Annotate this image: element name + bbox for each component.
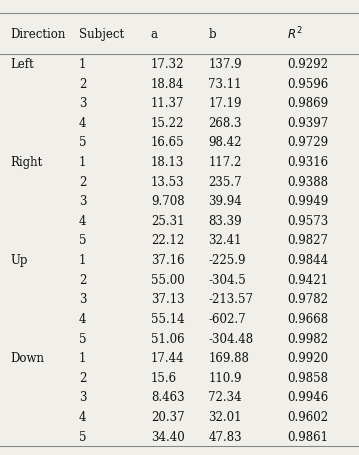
Text: 47.83: 47.83 — [208, 430, 242, 443]
Text: 5: 5 — [79, 332, 87, 345]
Text: 13.53: 13.53 — [151, 175, 185, 188]
Text: 73.11: 73.11 — [208, 77, 242, 91]
Text: 0.9596: 0.9596 — [287, 77, 328, 91]
Text: 0.9602: 0.9602 — [287, 410, 328, 423]
Text: 0.9729: 0.9729 — [287, 136, 328, 149]
Text: 4: 4 — [79, 214, 87, 228]
Text: 1: 1 — [79, 58, 87, 71]
Text: 1: 1 — [79, 156, 87, 169]
Text: 0.9421: 0.9421 — [287, 273, 328, 286]
Text: -213.57: -213.57 — [208, 293, 253, 306]
Text: 0.9316: 0.9316 — [287, 156, 328, 169]
Text: Direction: Direction — [11, 28, 66, 40]
Text: 117.2: 117.2 — [208, 156, 242, 169]
Text: 32.01: 32.01 — [208, 410, 242, 423]
Text: 0.9397: 0.9397 — [287, 116, 328, 130]
Text: 20.37: 20.37 — [151, 410, 185, 423]
Text: 39.94: 39.94 — [208, 195, 242, 208]
Text: 5: 5 — [79, 430, 87, 443]
Text: 32.41: 32.41 — [208, 234, 242, 247]
Text: 268.3: 268.3 — [208, 116, 242, 130]
Text: 4: 4 — [79, 410, 87, 423]
Text: 0.9388: 0.9388 — [287, 175, 328, 188]
Text: Subject: Subject — [79, 28, 124, 40]
Text: 5: 5 — [79, 136, 87, 149]
Text: 55.14: 55.14 — [151, 312, 185, 325]
Text: 3: 3 — [79, 390, 87, 404]
Text: 0.9920: 0.9920 — [287, 351, 328, 364]
Text: 1: 1 — [79, 253, 87, 267]
Text: Down: Down — [11, 351, 45, 364]
Text: 3: 3 — [79, 97, 87, 110]
Text: 17.44: 17.44 — [151, 351, 185, 364]
Text: 0.9844: 0.9844 — [287, 253, 328, 267]
Text: 2: 2 — [79, 273, 87, 286]
Text: 9.708: 9.708 — [151, 195, 185, 208]
Text: -304.48: -304.48 — [208, 332, 253, 345]
Text: -225.9: -225.9 — [208, 253, 246, 267]
Text: Left: Left — [11, 58, 34, 71]
Text: 0.9573: 0.9573 — [287, 214, 328, 228]
Text: 0.9858: 0.9858 — [287, 371, 328, 384]
Text: 0.9292: 0.9292 — [287, 58, 328, 71]
Text: 55.00: 55.00 — [151, 273, 185, 286]
Text: 0.9827: 0.9827 — [287, 234, 328, 247]
Text: 17.19: 17.19 — [208, 97, 242, 110]
Text: 34.40: 34.40 — [151, 430, 185, 443]
Text: 51.06: 51.06 — [151, 332, 185, 345]
Text: 169.88: 169.88 — [208, 351, 249, 364]
Text: 4: 4 — [79, 116, 87, 130]
Text: Right: Right — [11, 156, 43, 169]
Text: 235.7: 235.7 — [208, 175, 242, 188]
Text: 18.84: 18.84 — [151, 77, 184, 91]
Text: 0.9869: 0.9869 — [287, 97, 328, 110]
Text: 1: 1 — [79, 351, 87, 364]
Text: 98.42: 98.42 — [208, 136, 242, 149]
Text: $R^2$: $R^2$ — [287, 26, 303, 42]
Text: 15.6: 15.6 — [151, 371, 177, 384]
Text: 110.9: 110.9 — [208, 371, 242, 384]
Text: -602.7: -602.7 — [208, 312, 246, 325]
Text: 18.13: 18.13 — [151, 156, 184, 169]
Text: 0.9668: 0.9668 — [287, 312, 328, 325]
Text: 2: 2 — [79, 77, 87, 91]
Text: 22.12: 22.12 — [151, 234, 184, 247]
Text: 37.16: 37.16 — [151, 253, 185, 267]
Text: 37.13: 37.13 — [151, 293, 185, 306]
Text: 0.9861: 0.9861 — [287, 430, 328, 443]
Text: 83.39: 83.39 — [208, 214, 242, 228]
Text: 25.31: 25.31 — [151, 214, 184, 228]
Text: 72.34: 72.34 — [208, 390, 242, 404]
Text: 0.9946: 0.9946 — [287, 390, 328, 404]
Text: 137.9: 137.9 — [208, 58, 242, 71]
Text: 0.9782: 0.9782 — [287, 293, 328, 306]
Text: 3: 3 — [79, 195, 87, 208]
Text: b: b — [208, 28, 216, 40]
Text: 3: 3 — [79, 293, 87, 306]
Text: -304.5: -304.5 — [208, 273, 246, 286]
Text: a: a — [151, 28, 158, 40]
Text: 2: 2 — [79, 175, 87, 188]
Text: 0.9949: 0.9949 — [287, 195, 328, 208]
Text: Up: Up — [11, 253, 28, 267]
Text: 16.65: 16.65 — [151, 136, 185, 149]
Text: 17.32: 17.32 — [151, 58, 184, 71]
Text: 15.22: 15.22 — [151, 116, 184, 130]
Text: 4: 4 — [79, 312, 87, 325]
Text: 5: 5 — [79, 234, 87, 247]
Text: 8.463: 8.463 — [151, 390, 185, 404]
Text: 2: 2 — [79, 371, 87, 384]
Text: 0.9982: 0.9982 — [287, 332, 328, 345]
Text: 11.37: 11.37 — [151, 97, 184, 110]
